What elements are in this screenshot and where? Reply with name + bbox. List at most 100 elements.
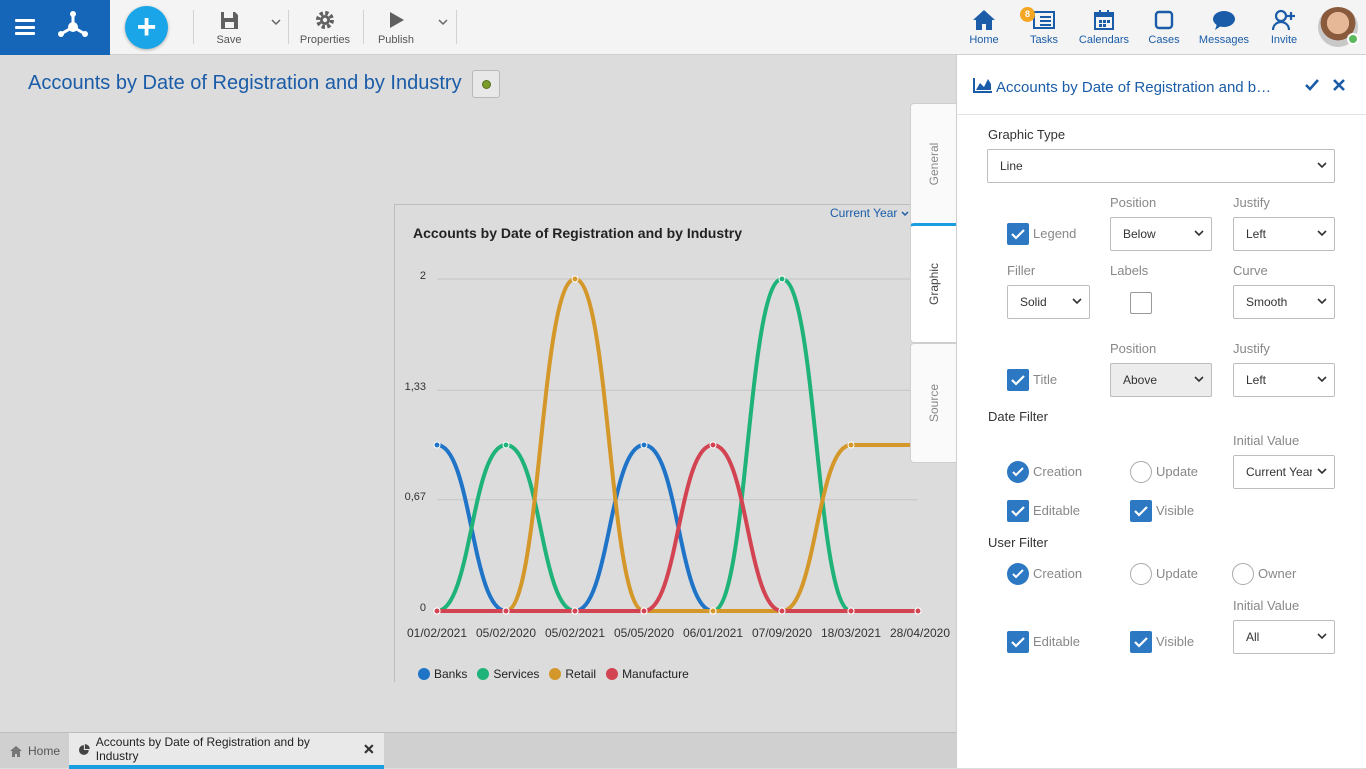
user-owner-radio[interactable] [1232, 563, 1254, 585]
brand-area [0, 0, 110, 55]
data-point-retail[interactable] [709, 607, 717, 615]
nav-messages[interactable]: Messages [1197, 8, 1251, 46]
data-point-manufacture[interactable] [778, 607, 786, 615]
check-icon [1134, 636, 1148, 648]
legend-item-banks[interactable]: Banks [418, 667, 467, 681]
legend-swatch [549, 668, 562, 680]
properties-button[interactable]: Properties [296, 8, 354, 46]
line-chart [433, 275, 922, 615]
legend-swatch [477, 668, 490, 680]
user-creation-radio[interactable] [1007, 563, 1029, 585]
app-logo-icon[interactable] [56, 10, 90, 42]
data-point-manufacture[interactable] [502, 607, 510, 615]
period-selector[interactable]: Current Year [830, 206, 909, 220]
data-point-manufacture[interactable] [571, 607, 579, 615]
save-dropdown-chevron-icon[interactable] [271, 18, 281, 26]
home-icon [973, 10, 995, 30]
date-creation-radio[interactable] [1007, 461, 1029, 483]
legend-justify-select[interactable]: Left [1233, 217, 1335, 251]
date-creation-label: Creation [1033, 464, 1083, 479]
publish-label: Publish [377, 34, 415, 46]
publish-dropdown-chevron-icon[interactable] [438, 18, 448, 26]
menu-icon[interactable] [15, 19, 35, 35]
data-point-banks[interactable] [640, 441, 648, 449]
x-tick-label: 18/03/2021 [820, 626, 882, 640]
date-update-radio[interactable] [1130, 461, 1152, 483]
pie-chart-icon [79, 743, 90, 755]
add-button[interactable]: + [125, 6, 168, 49]
title-justify-select[interactable]: Left [1233, 363, 1335, 397]
data-point-retail[interactable] [847, 441, 855, 449]
user-visible-checkbox[interactable] [1130, 631, 1152, 653]
tab-graphic[interactable]: Graphic [910, 223, 957, 343]
filler-value: Solid [1020, 295, 1047, 309]
data-point-services[interactable] [502, 441, 510, 449]
series-line-manufacture [435, 442, 920, 614]
calendar-icon [1094, 10, 1114, 30]
tab-source[interactable]: Source [910, 343, 957, 463]
legend-item-manufacture[interactable]: Manufacture [606, 667, 689, 681]
period-label: Current Year [830, 206, 898, 220]
x-tick-label: 07/09/2020 [751, 626, 813, 640]
tab-general[interactable]: General [910, 103, 957, 225]
title-position-label: Position [1110, 341, 1157, 356]
user-avatar[interactable] [1318, 7, 1359, 47]
nav-invite[interactable]: Invite [1266, 8, 1302, 46]
title-justify-label: Justify [1233, 341, 1270, 356]
chevron-down-icon [1194, 376, 1204, 383]
date-editable-checkbox[interactable] [1007, 500, 1029, 522]
tab-home[interactable]: Home [0, 733, 70, 769]
filler-select[interactable]: Solid [1007, 285, 1090, 319]
save-icon [220, 11, 238, 29]
tab-current-label: Accounts by Date of Registration and by … [95, 735, 310, 763]
status-toggle-button[interactable] [472, 70, 500, 98]
tasks-icon [1033, 11, 1055, 29]
nav-home[interactable]: Home [964, 8, 1004, 46]
publish-button[interactable]: Publish [374, 8, 418, 46]
y-tick-label: 2 [419, 270, 426, 282]
nav-tasks[interactable]: 8 Tasks [1020, 7, 1064, 46]
legend-justify-value: Left [1246, 227, 1267, 241]
x-tick-label: 05/02/2021 [544, 626, 606, 640]
user-update-radio[interactable] [1130, 563, 1152, 585]
nav-calendars[interactable]: Calendars [1077, 8, 1131, 46]
close-tab-icon[interactable] [364, 744, 374, 754]
date-visible-checkbox[interactable] [1130, 500, 1152, 522]
tab-current-dashboard[interactable]: Accounts by Date of Registration and by … [69, 733, 384, 769]
chart-container [394, 204, 956, 682]
labels-label: Labels [1110, 263, 1149, 278]
close-icon[interactable] [1333, 79, 1345, 91]
user-initial-value-select[interactable]: All [1233, 620, 1335, 654]
check-icon [1011, 228, 1025, 240]
data-point-services[interactable] [778, 275, 786, 283]
graphic-type-select[interactable]: Line [987, 149, 1335, 183]
legend-item-retail[interactable]: Retail [549, 667, 596, 681]
data-point-manufacture[interactable] [640, 607, 648, 615]
legend-checkbox[interactable] [1007, 223, 1029, 245]
date-visible-label: Visible [1156, 503, 1195, 518]
chevron-down-icon [901, 211, 909, 217]
data-point-manufacture[interactable] [847, 607, 855, 615]
area-chart-icon [973, 78, 992, 93]
confirm-check-icon[interactable] [1305, 79, 1319, 91]
divider [363, 10, 364, 44]
date-initial-value-select[interactable]: Current Year [1233, 455, 1335, 489]
data-point-retail[interactable] [571, 275, 579, 283]
title-checkbox[interactable] [1007, 369, 1029, 391]
nav-calendars-label: Calendars [1078, 34, 1130, 46]
tab-general-label: General [927, 142, 941, 186]
x-tick-label: 06/01/2021 [682, 626, 744, 640]
curve-select[interactable]: Smooth [1233, 285, 1335, 319]
legend-item-services[interactable]: Services [477, 667, 539, 681]
data-point-manufacture[interactable] [709, 441, 717, 449]
labels-checkbox[interactable] [1130, 292, 1152, 314]
data-point-manufacture[interactable] [914, 607, 922, 615]
data-point-banks[interactable] [433, 441, 441, 449]
user-editable-checkbox[interactable] [1007, 631, 1029, 653]
nav-cases[interactable]: Cases [1145, 8, 1183, 46]
title-position-select[interactable]: Above [1110, 363, 1212, 397]
save-button[interactable]: Save [208, 8, 250, 46]
legend-position-select[interactable]: Below [1110, 217, 1212, 251]
legend-label: Services [493, 667, 540, 681]
data-point-manufacture[interactable] [433, 607, 441, 615]
